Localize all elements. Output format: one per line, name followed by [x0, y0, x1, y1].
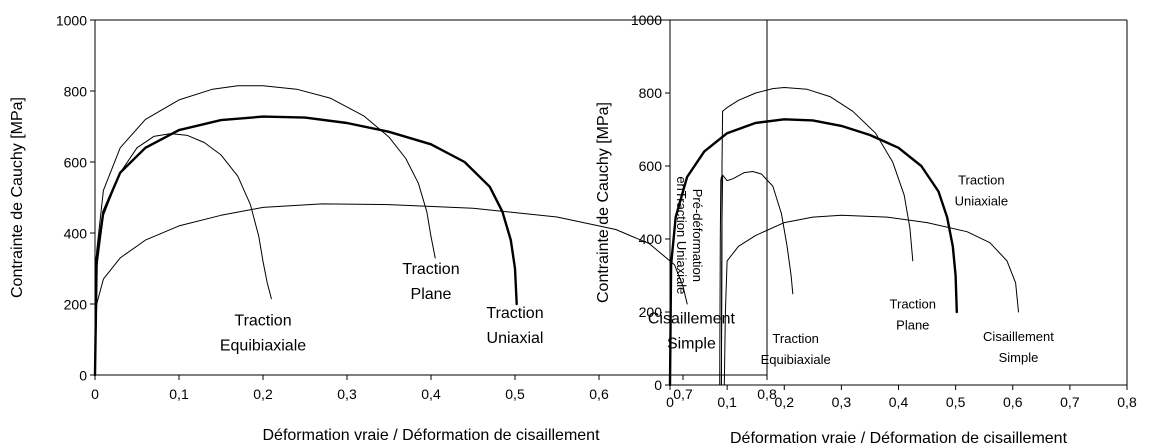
x-tick-label: 0,6 — [1003, 394, 1023, 410]
series-line-traction-uniaxial — [93, 115, 518, 377]
series-line-traction-uniaxiale — [668, 118, 958, 387]
x-tick-label: 0,7 — [1060, 394, 1080, 410]
series-line-traction-plane — [720, 87, 914, 386]
chart-1: 0 0,1 0,2 0,3 0,4 0,5 0,6 0,7 0,8 0 200 400 600 800 10… — [9, 13, 777, 444]
series-line-pr-d-formation-en-traction-uniaxiale — [719, 176, 722, 386]
y-tick-label: 0 — [79, 368, 87, 384]
series-line-traction-equibiaxiale — [720, 171, 794, 386]
x-tick-label: 0,4 — [421, 386, 441, 402]
x-tick-label: 0,3 — [832, 394, 852, 410]
series-annotation: Pré-déformationenTraction Uniaxiale — [674, 176, 705, 294]
x-axis-label: Déformation vraie / Déformation de cisai… — [262, 427, 600, 444]
y-tick-label: 400 — [639, 231, 663, 247]
y-tick-label: 200 — [64, 297, 88, 313]
y-tick-label: 600 — [64, 155, 88, 171]
x-tick-label: 0,2 — [775, 394, 795, 410]
y-tick-label: 800 — [64, 84, 88, 100]
x-tick-label: 0 — [91, 386, 99, 402]
series-annotation: Traction Equibiaxiale — [220, 312, 306, 354]
x-tick-label: 0,4 — [889, 394, 909, 410]
x-tick-label: 0,1 — [169, 386, 189, 402]
x-tick-label: 0,7 — [673, 386, 693, 402]
x-tick-label: 0,5 — [946, 394, 966, 410]
x-tick-label: 0 — [666, 394, 674, 410]
series-annotation: Cisaillement Simple — [983, 329, 1054, 365]
x-tick-label: 0,1 — [717, 394, 737, 410]
y-tick-label: 400 — [64, 226, 88, 242]
x-tick-label: 0,8 — [757, 386, 777, 402]
y-axis-label: Contrainte de Cauchy [MPa] — [595, 102, 612, 303]
x-tick-label: 0,8 — [1117, 394, 1137, 410]
x-axis-label: Déformation vraie / Déformation de cisai… — [730, 430, 1068, 447]
y-tick-label: 1000 — [56, 13, 87, 29]
x-tick-label: 0,6 — [589, 386, 609, 402]
series-annotation: Traction Equibiaxiale — [761, 331, 831, 367]
y-tick-label: 800 — [639, 85, 663, 101]
series-annotation: Traction Uniaxial — [486, 305, 543, 347]
series-line-traction-plane — [94, 85, 436, 376]
y-axis-label: Contrainte de Cauchy [MPa] — [9, 97, 26, 298]
y-tick-label: 200 — [639, 304, 663, 320]
y-tick-label: 600 — [639, 158, 663, 174]
x-tick-label: 0,2 — [253, 386, 273, 402]
series-annotation: Traction Plane — [402, 261, 459, 303]
x-tick-label: 0,3 — [337, 386, 357, 402]
series-annotation: Traction Plane — [890, 296, 936, 332]
x-tick-label: 0,5 — [505, 386, 525, 402]
y-tick-label: 1000 — [631, 12, 662, 28]
chart-2: 0 0,1 0,2 0,3 0,4 0,5 0,6 0,7 0,8 0 200 400 600 800 10… — [595, 12, 1137, 447]
series-line-cisaillement-simple — [723, 214, 1019, 386]
series-annotation: Traction Uniaxiale — [955, 172, 1008, 208]
y-tick-label: 0 — [654, 377, 662, 393]
series-line-cisaillement-simple — [94, 203, 688, 376]
